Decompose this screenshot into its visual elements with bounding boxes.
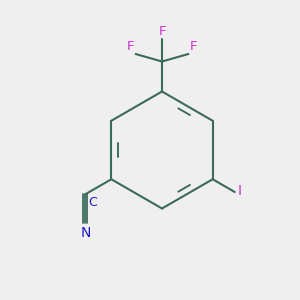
- Text: N: N: [80, 226, 91, 240]
- Text: F: F: [190, 40, 197, 53]
- Text: C: C: [88, 196, 97, 209]
- Text: I: I: [238, 184, 242, 198]
- Text: F: F: [127, 40, 134, 53]
- Text: F: F: [158, 25, 166, 38]
